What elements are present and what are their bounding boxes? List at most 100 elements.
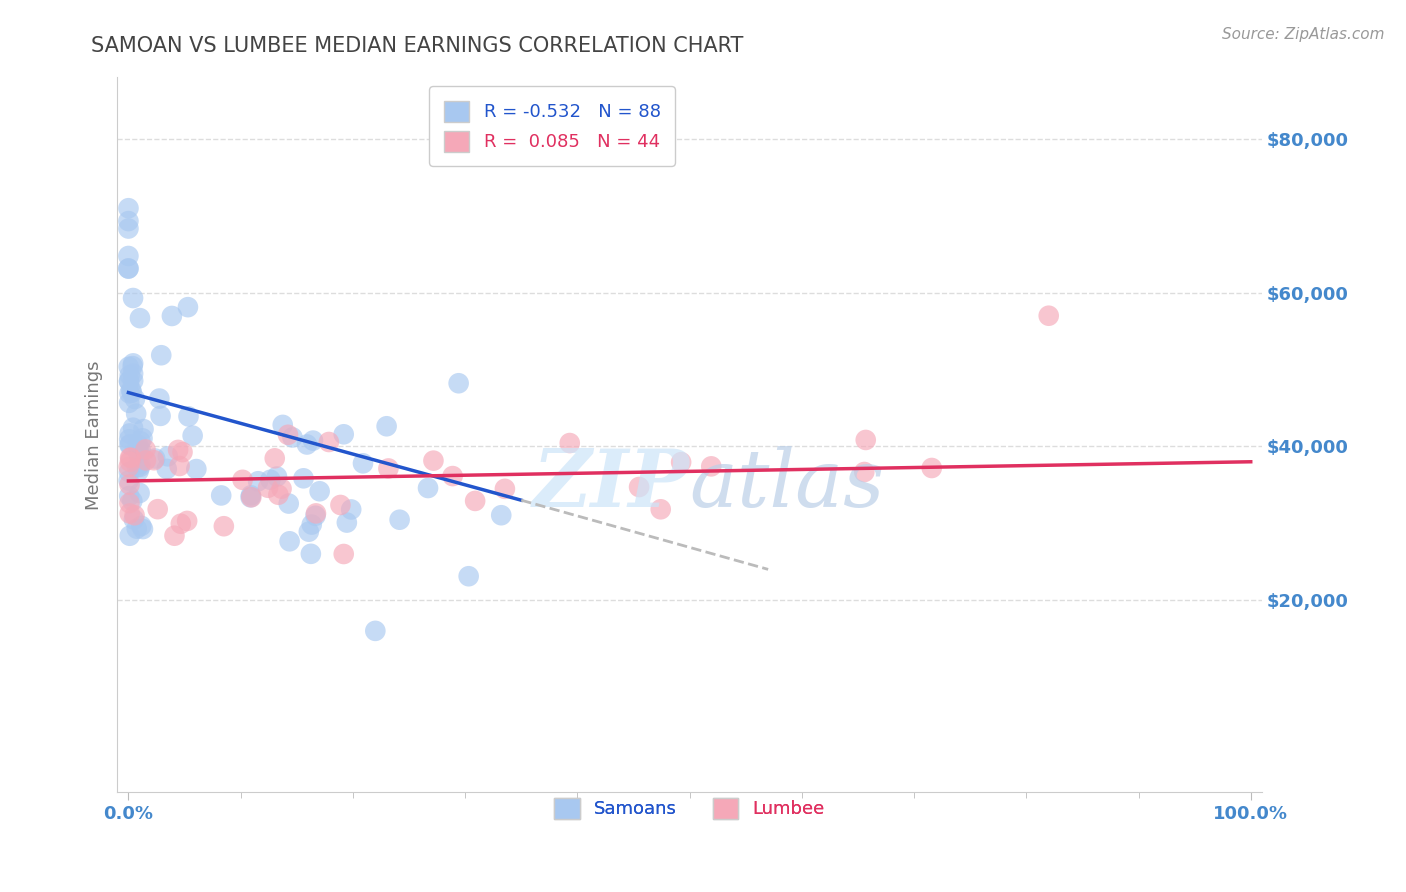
Point — [266, 469, 288, 483]
Point — [364, 624, 387, 638]
Text: ZIP: ZIP — [533, 446, 689, 524]
Point — [853, 465, 876, 479]
Point — [132, 522, 155, 536]
Point — [177, 409, 200, 424]
Point — [135, 453, 157, 467]
Point — [855, 433, 877, 447]
Point — [118, 368, 141, 383]
Y-axis label: Median Earnings: Median Earnings — [86, 360, 103, 509]
Point — [209, 488, 232, 502]
Point — [122, 356, 145, 370]
Point — [127, 460, 149, 475]
Legend: Samoans, Lumbee: Samoans, Lumbee — [540, 783, 839, 833]
Text: Source: ZipAtlas.com: Source: ZipAtlas.com — [1222, 27, 1385, 42]
Point — [129, 459, 152, 474]
Point — [118, 496, 141, 510]
Point — [650, 502, 672, 516]
Point — [270, 482, 292, 496]
Point — [669, 455, 692, 469]
Point — [132, 422, 155, 436]
Point — [422, 453, 444, 467]
Point — [491, 508, 513, 523]
Point — [118, 396, 141, 410]
Point — [117, 261, 139, 276]
Point — [263, 451, 285, 466]
Point — [118, 507, 141, 521]
Point — [295, 437, 318, 451]
Point — [131, 431, 153, 445]
Point — [120, 450, 142, 465]
Point — [277, 497, 299, 511]
Point — [464, 494, 486, 508]
Point — [143, 451, 166, 466]
Point — [128, 464, 150, 478]
Point — [122, 291, 145, 305]
Text: SAMOAN VS LUMBEE MEDIAN EARNINGS CORRELATION CHART: SAMOAN VS LUMBEE MEDIAN EARNINGS CORRELA… — [91, 36, 744, 55]
Point — [156, 462, 179, 476]
Point — [172, 445, 194, 459]
Point — [167, 442, 190, 457]
Point — [457, 569, 479, 583]
Point — [318, 435, 340, 450]
Point — [129, 434, 152, 449]
Point — [149, 409, 172, 423]
Point — [124, 392, 146, 406]
Point — [121, 385, 143, 400]
Point — [267, 488, 290, 502]
Point — [125, 522, 148, 536]
Point — [181, 428, 204, 442]
Point — [118, 438, 141, 452]
Point — [332, 427, 354, 442]
Point — [257, 481, 280, 495]
Point — [169, 458, 191, 473]
Point — [177, 300, 200, 314]
Point — [298, 524, 321, 539]
Point — [118, 426, 141, 441]
Point — [329, 498, 352, 512]
Point — [377, 461, 399, 475]
Point — [120, 450, 142, 465]
Point — [447, 376, 470, 391]
Point — [118, 375, 141, 389]
Point — [128, 486, 150, 500]
Point — [127, 438, 149, 452]
Point — [125, 407, 148, 421]
Point — [117, 214, 139, 228]
Point — [121, 494, 143, 508]
Point — [239, 491, 262, 505]
Point — [160, 309, 183, 323]
Point — [118, 459, 141, 474]
Point — [127, 445, 149, 459]
Point — [1038, 309, 1060, 323]
Point — [117, 201, 139, 215]
Point — [156, 450, 179, 464]
Point — [118, 359, 141, 374]
Point — [308, 484, 330, 499]
Point — [122, 367, 145, 381]
Point — [129, 311, 152, 326]
Point — [232, 473, 254, 487]
Point — [118, 489, 141, 503]
Point — [122, 512, 145, 526]
Point — [118, 529, 141, 543]
Point — [212, 519, 235, 533]
Point — [120, 383, 142, 397]
Point — [148, 392, 170, 406]
Point — [122, 374, 145, 388]
Point — [558, 436, 581, 450]
Point — [301, 517, 323, 532]
Point — [129, 443, 152, 458]
Point — [494, 482, 516, 496]
Text: atlas: atlas — [689, 446, 884, 524]
Point — [628, 480, 651, 494]
Point — [299, 547, 322, 561]
Point — [150, 348, 173, 362]
Point — [163, 529, 186, 543]
Point — [118, 477, 141, 491]
Point — [304, 508, 326, 523]
Point — [240, 490, 263, 504]
Point — [239, 488, 262, 502]
Point — [124, 508, 146, 523]
Point — [118, 433, 141, 447]
Point — [134, 442, 156, 457]
